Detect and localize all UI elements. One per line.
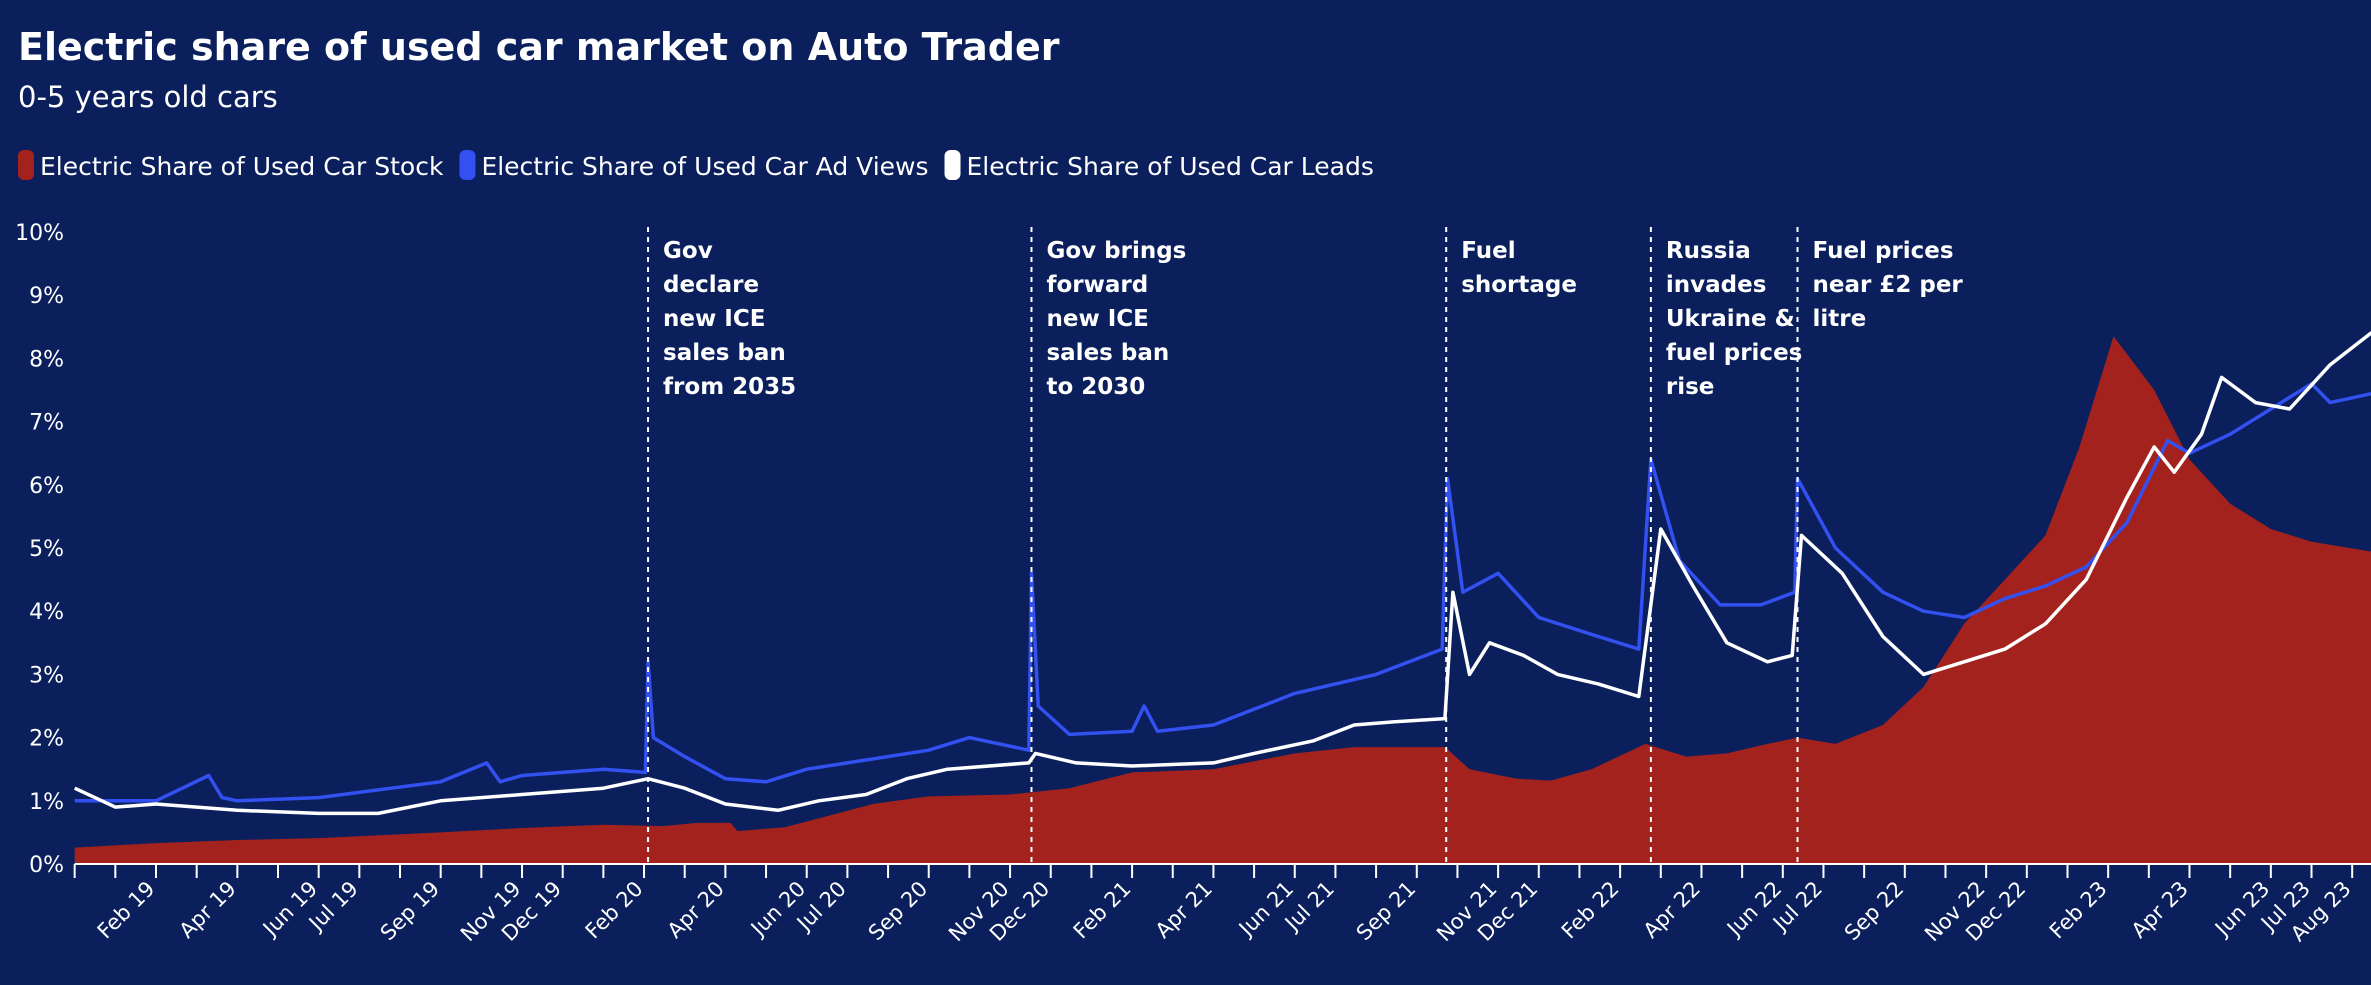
legend-swatch (18, 150, 34, 180)
legend: Electric Share of Used Car Stock Electric… (18, 150, 1374, 181)
series-line-ad-views (74, 381, 2371, 803)
y-tick-label: 1% (29, 790, 64, 815)
event-annotation-text: new ICE (663, 306, 765, 332)
y-tick-label: 3% (29, 663, 64, 688)
y-tick-label: 6% (29, 474, 64, 499)
series-line-leads (73, 331, 2371, 816)
event-annotation-text: Gov brings (1046, 238, 1186, 264)
y-tick-label: 8% (29, 347, 64, 372)
legend-label: Electric Share of Used Car Ad Views (481, 152, 928, 181)
y-tick-label: 4% (29, 600, 64, 625)
y-tick-label: 9% (29, 284, 64, 309)
event-annotation-text: invades (1666, 272, 1767, 298)
y-tick-label: 2% (29, 727, 64, 752)
y-tick-label: 0% (29, 853, 64, 878)
event-annotation-text: from 2035 (663, 374, 796, 400)
event-annotation-text: shortage (1461, 272, 1577, 298)
event-annotation-text: Russia (1666, 238, 1751, 264)
event-annotation-text: fuel prices (1666, 340, 1802, 366)
event-annotation-text: new ICE (1046, 306, 1148, 332)
y-tick-label: 10% (15, 221, 64, 246)
event-annotation-text: near £2 per (1813, 272, 1964, 298)
event-annotation-text: Gov (663, 238, 713, 264)
y-tick-label: 5% (29, 537, 64, 562)
event-annotation-text: litre (1813, 306, 1867, 332)
event-annotation-text: forward (1046, 272, 1148, 298)
y-tick-label: 7% (29, 411, 64, 436)
legend-swatch (944, 150, 961, 180)
event-annotation-text: declare (663, 272, 759, 298)
event-annotation-text: to 2030 (1046, 374, 1145, 400)
legend-label: Electric Share of Used Car Stock (40, 152, 444, 181)
event-annotation-text: rise (1666, 374, 1715, 400)
legend-label: Electric Share of Used Car Leads (967, 152, 1374, 181)
event-annotation-text: Fuel (1461, 238, 1515, 264)
event-annotation-text: sales ban (663, 340, 786, 366)
event-annotation-text: Ukraine & (1666, 306, 1795, 332)
event-annotation-text: sales ban (1046, 340, 1169, 366)
legend-swatch (459, 150, 476, 180)
series-area-stock (74, 336, 2371, 864)
chart-title: Electric share of used car market on Aut… (18, 25, 1060, 69)
event-annotation-text: Fuel prices (1813, 238, 1954, 264)
chart-subtitle: 0-5 years old cars (18, 80, 278, 114)
